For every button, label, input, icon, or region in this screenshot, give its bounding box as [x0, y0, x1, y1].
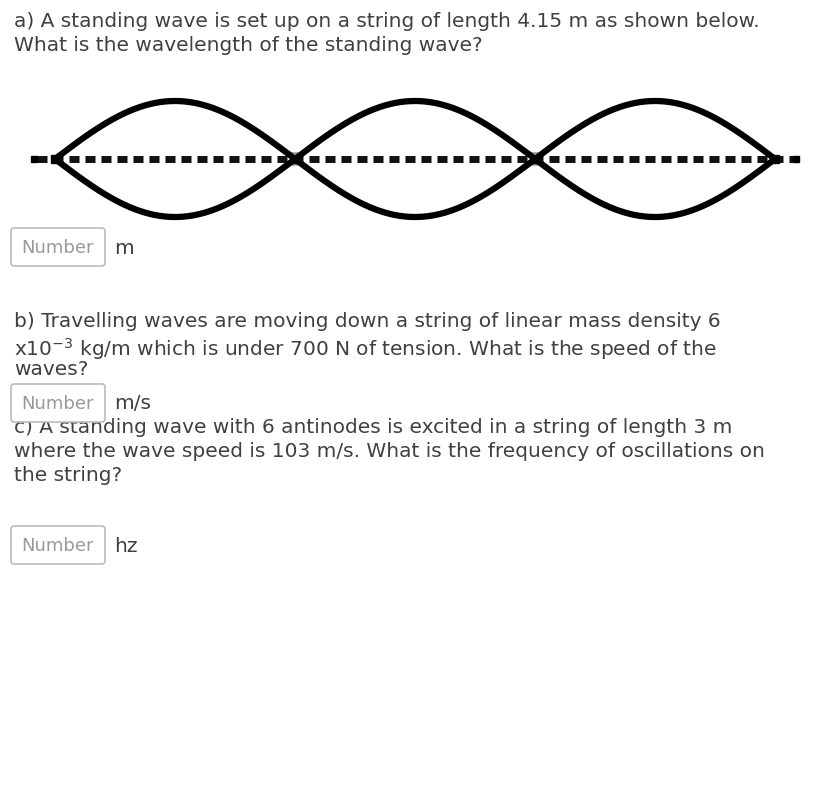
Text: x10$^{-3}$ kg/m which is under 700 N of tension. What is the speed of the: x10$^{-3}$ kg/m which is under 700 N of … [14, 335, 716, 362]
Text: b) Travelling waves are moving down a string of linear mass density 6: b) Travelling waves are moving down a st… [14, 312, 719, 330]
Text: the string?: the string? [14, 465, 122, 484]
FancyBboxPatch shape [11, 526, 105, 565]
FancyBboxPatch shape [11, 229, 105, 267]
Text: m: m [114, 238, 134, 257]
Text: m/s: m/s [114, 394, 151, 413]
Text: hz: hz [114, 536, 137, 555]
Text: Number: Number [22, 395, 94, 412]
FancyBboxPatch shape [11, 384, 105, 423]
Text: a) A standing wave is set up on a string of length 4.15 m as shown below.: a) A standing wave is set up on a string… [14, 12, 758, 31]
Text: c) A standing wave with 6 antinodes is excited in a string of length 3 m: c) A standing wave with 6 antinodes is e… [14, 418, 732, 436]
Text: waves?: waves? [14, 359, 88, 379]
Text: Number: Number [22, 537, 94, 554]
Text: where the wave speed is 103 m/s. What is the frequency of oscillations on: where the wave speed is 103 m/s. What is… [14, 441, 764, 460]
Text: What is the wavelength of the standing wave?: What is the wavelength of the standing w… [14, 36, 482, 55]
Text: Number: Number [22, 239, 94, 257]
